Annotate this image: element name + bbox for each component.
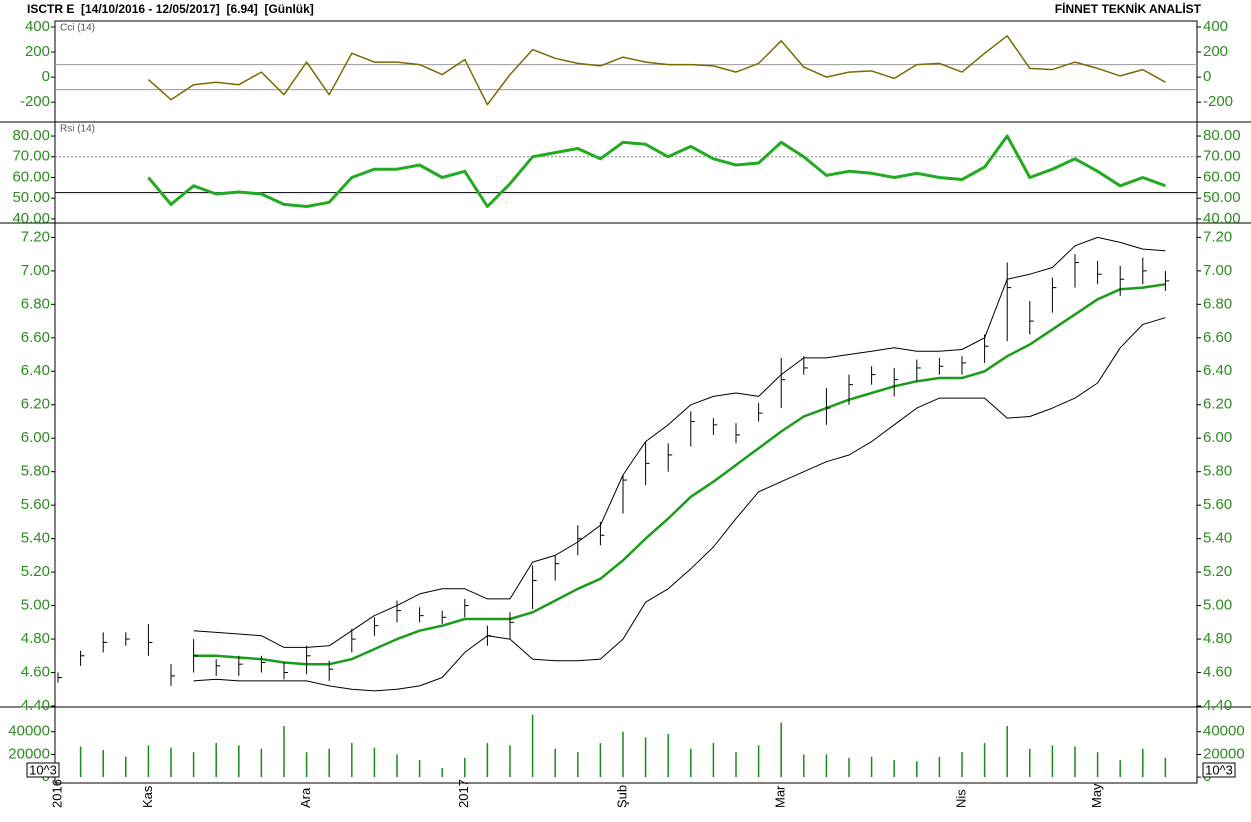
y-tick-label: 400: [1203, 18, 1228, 35]
source: FİNNET TEKNİK ANALİST: [1055, 1, 1202, 16]
y-tick-label: 4.40: [21, 697, 50, 714]
y-tick-label: 5.60: [21, 496, 50, 513]
y-tick-label: 0: [1203, 68, 1211, 85]
y-tick-label: 5.00: [1203, 597, 1232, 614]
y-tick-label: 4.40: [1203, 697, 1232, 714]
unit-box: [26, 762, 60, 778]
y-tick-label: 6.80: [21, 295, 50, 312]
x-tick-label: Ara: [298, 787, 313, 808]
y-tick-label: 5.20: [1203, 563, 1232, 580]
y-tick-label: 5.20: [21, 563, 50, 580]
chart-title: ISCTR E [14/10/2016 - 12/05/2017] [6.94]…: [27, 2, 314, 16]
y-tick-label: 6.40: [21, 362, 50, 379]
y-tick-label: 6.20: [21, 396, 50, 413]
y-tick-label: -200: [1203, 93, 1233, 110]
x-tick-label: Kas: [140, 785, 155, 808]
indicator-line: [147, 35, 1166, 106]
panel-label: Rsi (14): [60, 124, 95, 135]
indicator-line: [147, 134, 1166, 208]
x-tick-label: Şub: [614, 785, 629, 808]
y-tick-label: 7.20: [1203, 228, 1232, 245]
y-tick-label: 80.00: [1203, 127, 1241, 144]
y-tick-label: 6.40: [1203, 362, 1232, 379]
y-tick-label: 200: [25, 43, 50, 60]
y-tick-label: 40000: [1203, 723, 1245, 740]
x-tick-label: Nis: [953, 789, 968, 808]
unit-label: 10^3: [1205, 762, 1233, 777]
overlay-line: [193, 283, 1166, 666]
y-tick-label: 40.00: [12, 210, 50, 227]
y-tick-label: 80.00: [12, 127, 50, 144]
y-tick-label: 70.00: [12, 148, 50, 165]
unit-label: 10^3: [29, 762, 57, 777]
y-tick-label: 7.00: [21, 262, 50, 279]
y-tick-label: 4.60: [21, 663, 50, 680]
y-tick-label: 0: [42, 68, 50, 85]
y-tick-label: 7.00: [1203, 262, 1232, 279]
x-tick-label: 2017: [456, 779, 471, 808]
x-tick-label: May: [1089, 783, 1104, 808]
y-tick-label: 60.00: [1203, 168, 1241, 185]
y-tick-label: 5.40: [1203, 530, 1232, 547]
y-tick-label: 6.20: [1203, 396, 1232, 413]
y-tick-label: 4.60: [1203, 663, 1232, 680]
overlay-line: [193, 236, 1166, 648]
unit-box: [1202, 762, 1236, 778]
x-tick-label: Mar: [773, 785, 788, 808]
y-tick-label: 6.60: [21, 329, 50, 346]
y-tick-label: 4.80: [21, 630, 50, 647]
y-tick-label: 5.60: [1203, 496, 1232, 513]
y-tick-label: 60.00: [12, 168, 50, 185]
x-tick-label: 2016: [49, 779, 64, 808]
y-tick-label: 5.80: [1203, 463, 1232, 480]
y-tick-label: 40000: [8, 723, 50, 740]
y-tick-label: 6.80: [1203, 295, 1232, 312]
y-tick-label: 20000: [1203, 745, 1245, 762]
y-tick-label: 5.40: [21, 530, 50, 547]
y-tick-label: 40.00: [1203, 210, 1241, 227]
y-tick-label: -200: [20, 93, 50, 110]
y-tick-label: 200: [1203, 43, 1228, 60]
y-tick-label: 4.80: [1203, 630, 1232, 647]
y-tick-label: 50.00: [12, 189, 50, 206]
y-tick-label: 6.00: [21, 429, 50, 446]
y-tick-label: 6.60: [1203, 329, 1232, 346]
y-tick-label: 7.20: [21, 228, 50, 245]
y-tick-label: 5.80: [21, 463, 50, 480]
panel-label: Cci (14): [60, 23, 95, 34]
y-tick-label: 50.00: [1203, 189, 1241, 206]
y-tick-label: 20000: [8, 745, 50, 762]
y-tick-label: 400: [25, 18, 50, 35]
y-tick-label: 5.00: [21, 597, 50, 614]
y-tick-label: 6.00: [1203, 429, 1232, 446]
overlay-line: [193, 317, 1166, 692]
y-tick-label: 70.00: [1203, 148, 1241, 165]
